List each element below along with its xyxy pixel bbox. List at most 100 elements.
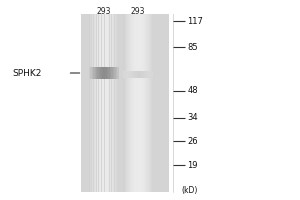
Text: 19: 19 [188,160,198,170]
Bar [81,14,169,192]
Bar [106,14,107,192]
Text: SPHK2: SPHK2 [12,68,41,77]
Bar [98,67,99,79]
Bar [103,67,105,79]
Bar [102,67,104,79]
Bar [100,67,102,79]
Bar [139,14,140,192]
Bar [130,71,132,78]
Bar [107,14,109,192]
Text: 85: 85 [188,43,198,51]
Bar [129,71,130,78]
Bar [131,14,132,192]
Text: 293: 293 [131,7,145,16]
Text: 117: 117 [188,17,203,25]
Bar [134,71,135,78]
Text: 293: 293 [96,7,111,16]
Bar [138,14,139,192]
Text: (kD): (kD) [182,186,198,196]
Bar [124,14,125,192]
Bar [106,67,108,79]
Bar [88,14,89,192]
Bar [94,67,96,79]
Bar [145,14,146,192]
Bar [141,14,142,192]
Bar [142,14,143,192]
Bar [104,14,106,192]
Bar [141,71,142,78]
Bar [146,14,147,192]
Bar [152,71,153,78]
Bar [92,67,93,79]
Bar [129,14,130,192]
Bar [108,67,110,79]
Bar [147,71,148,78]
Bar [94,14,95,192]
Bar [105,67,106,79]
Bar [150,14,151,192]
Bar [146,71,147,78]
Bar [135,14,136,192]
Bar [150,71,152,78]
Bar [113,14,115,192]
Bar [144,14,145,192]
Bar [117,67,118,79]
Bar [125,14,126,192]
Bar [149,14,150,192]
Bar [123,71,124,78]
Bar [148,14,149,192]
Bar [93,67,94,79]
Text: 34: 34 [188,114,198,122]
Bar [134,14,135,192]
Bar [88,67,90,79]
Bar [130,14,131,192]
Bar [95,14,97,192]
Bar [91,14,92,192]
Bar [128,14,129,192]
Bar [98,14,100,192]
Bar [144,71,146,78]
Bar [99,67,100,79]
Bar [92,14,94,192]
Bar [136,71,138,78]
Bar [100,14,101,192]
Bar [138,71,140,78]
Bar [112,67,114,79]
Bar [111,67,112,79]
Bar [110,67,111,79]
Bar [112,14,113,192]
Text: 26: 26 [188,136,198,146]
Bar [126,14,127,192]
Bar [128,71,129,78]
Bar [116,14,118,192]
Bar [126,71,128,78]
Bar [127,14,128,192]
Bar [100,14,101,192]
Bar [140,71,141,78]
Bar [152,14,153,192]
Bar [133,14,134,192]
Bar [89,14,91,192]
Bar [90,67,92,79]
Bar [132,71,134,78]
Bar [116,67,117,79]
Bar [132,14,133,192]
Bar [151,14,152,192]
Bar [143,14,144,192]
Bar [97,14,98,192]
Bar [110,14,112,192]
Bar [114,67,116,79]
Text: 48: 48 [188,86,198,95]
Bar [109,14,110,192]
Bar [135,71,136,78]
Bar [123,14,124,192]
Bar [148,71,150,78]
Bar [124,71,126,78]
Bar [142,71,144,78]
Bar [136,14,137,192]
Bar [118,14,119,192]
Bar [101,14,103,192]
Bar [96,67,98,79]
Bar [140,14,141,192]
Bar [115,14,116,192]
